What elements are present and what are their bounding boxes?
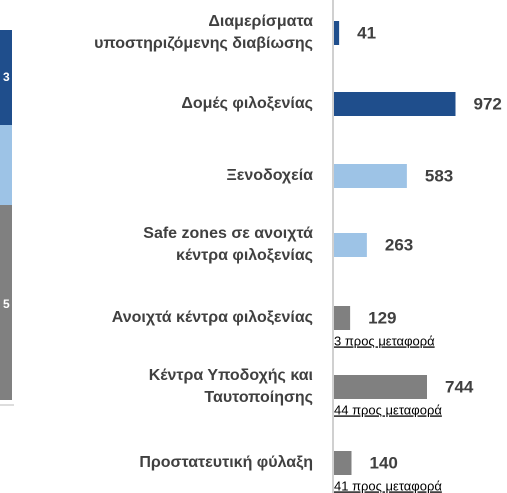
category-label: Κέντρα Υποδοχής και	[149, 367, 313, 384]
bar	[334, 92, 456, 116]
category-label: Ξενοδοχεία	[226, 167, 313, 184]
left-fragment-label: 3	[3, 70, 10, 84]
category-label: κέντρα φιλοξενίας	[176, 247, 313, 264]
annotation: 3 προς μεταφορά	[334, 333, 435, 348]
left-fragment-dark	[0, 30, 12, 125]
annotation: 44 προς μεταφορά	[334, 402, 442, 417]
category-label: Ταυτοποίησης	[204, 389, 313, 406]
bar	[334, 375, 427, 399]
category-label: Προστατευτική φύλαξη	[139, 454, 313, 471]
left-fragment-light	[0, 125, 12, 205]
bar	[334, 164, 407, 188]
value-label: 972	[474, 94, 502, 113]
category-label: Safe zones σε ανοιχτά	[143, 225, 313, 242]
value-label: 583	[425, 166, 453, 185]
left-fragment-gray	[0, 205, 12, 400]
value-label: 140	[370, 453, 398, 472]
value-label: 744	[445, 377, 474, 396]
bar	[334, 306, 351, 330]
category-label: Δομές φιλοξενίας	[181, 95, 313, 112]
category-label: Ανοιχτά κέντρα φιλοξενίας	[112, 309, 313, 326]
bar	[334, 451, 352, 475]
bar	[334, 21, 340, 45]
left-fragment-label: 5	[3, 297, 10, 311]
category-label: Διαμερίσματα	[208, 13, 313, 30]
value-label: 41	[357, 23, 376, 42]
value-label: 263	[385, 235, 413, 254]
value-label: 129	[368, 308, 396, 327]
category-label: υποστηριζόμενης διαβίωσης	[94, 35, 313, 52]
bar	[334, 233, 367, 257]
annotation: 41 προς μεταφορά	[334, 478, 442, 493]
